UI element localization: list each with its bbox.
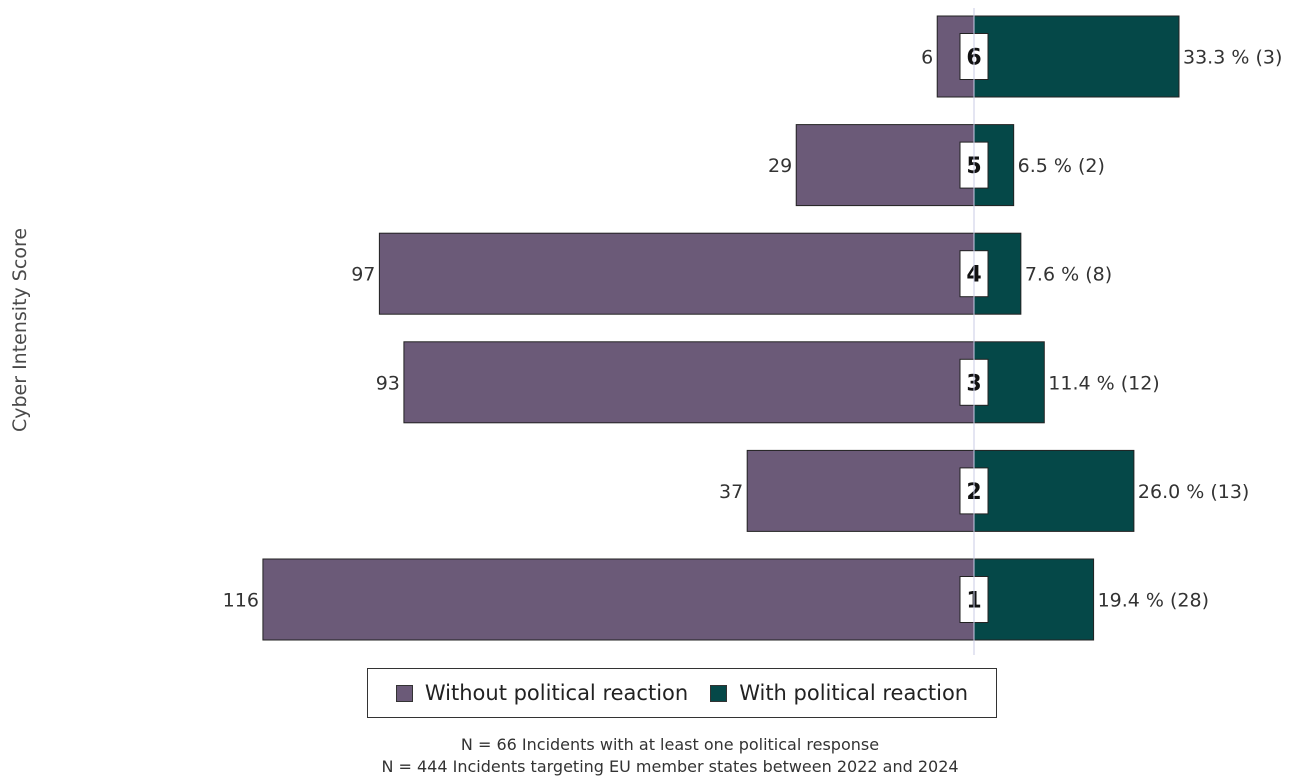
label-with-reaction: 6.5 % (2): [1018, 155, 1105, 177]
footnote-political-response: N = 66 Incidents with at least one polit…: [460, 735, 880, 754]
label-with-reaction: 26.0 % (13): [1138, 481, 1249, 503]
label-without-reaction: 116: [223, 590, 259, 612]
legend-swatch-with: [710, 684, 728, 702]
label-without-reaction: 97: [351, 264, 375, 286]
legend-item-with: With political reaction: [710, 681, 968, 705]
label-without-reaction: 29: [768, 155, 792, 177]
bar-without-reaction: [378, 232, 975, 315]
label-without-reaction: 37: [719, 481, 743, 503]
legend-label-without: Without political reaction: [424, 681, 689, 705]
bar-with-reaction: [973, 449, 1135, 532]
label-with-reaction: 11.4 % (12): [1048, 372, 1159, 394]
legend: Without political reaction With politica…: [367, 668, 997, 718]
label-without-reaction: 6: [921, 47, 933, 69]
footnote-total-incidents: N = 444 Incidents targeting EU member st…: [381, 757, 959, 776]
bar-with-reaction: [973, 15, 1180, 98]
bar-without-reaction: [262, 558, 975, 641]
label-with-reaction: 33.3 % (3): [1183, 47, 1282, 69]
label-with-reaction: 19.4 % (28): [1098, 590, 1209, 612]
label-without-reaction: 93: [376, 372, 400, 394]
bar-without-reaction: [746, 449, 975, 532]
label-with-reaction: 7.6 % (8): [1025, 264, 1112, 286]
legend-label-with: With political reaction: [739, 681, 969, 705]
legend-swatch-without: [395, 684, 413, 702]
bar-with-reaction: [973, 558, 1095, 641]
bar-without-reaction: [403, 341, 975, 424]
y-axis-label: Cyber Intensity Score: [9, 227, 31, 433]
bar-without-reaction: [795, 124, 975, 207]
legend-item-without: Without political reaction: [395, 681, 689, 705]
